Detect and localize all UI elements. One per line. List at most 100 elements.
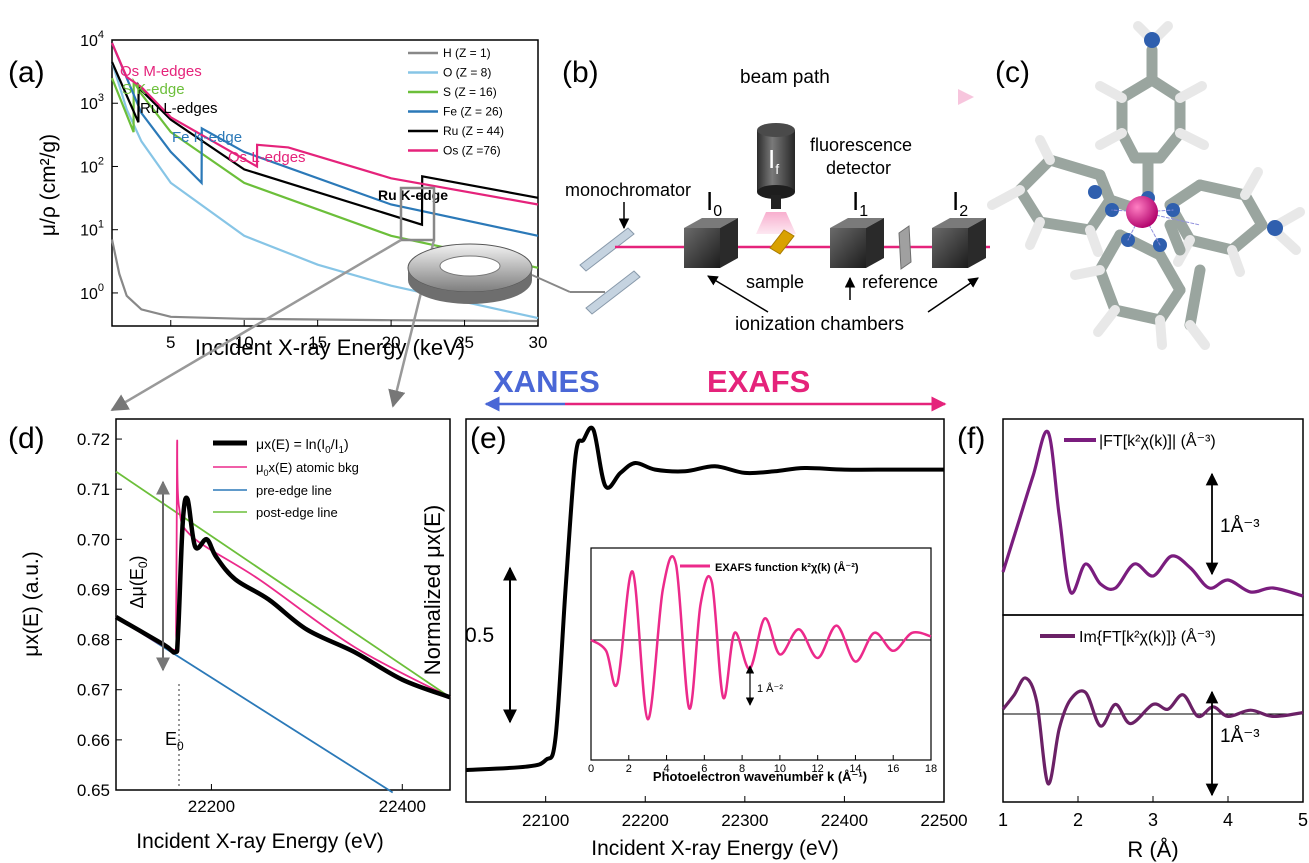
a-ytick-label: 103 [80, 92, 104, 113]
molecule-structure [987, 21, 1305, 350]
inset-xticks: 0 2 4 6 8 10 12 14 16 18 [588, 755, 937, 775]
panel-f-top-legend: |FT[k²χ(k)]| (Å⁻³) [1099, 431, 1216, 450]
panel-d-label: (d) [8, 422, 45, 455]
panel-b: (b) beam path monochromator I0 [407, 56, 990, 335]
a-ytick-label: 101 [80, 219, 104, 240]
panel-e-frame [465, 418, 945, 803]
i1-chamber [830, 218, 884, 268]
inset-xtick-label: 18 [925, 763, 937, 775]
series-fe-z-26 [110, 42, 539, 237]
a-xtick-label: 20 [382, 333, 401, 352]
xanes-exafs-banner: XANES EXAFS [484, 364, 947, 412]
inset-legend: EXAFS function k²χ(k) (Å⁻²) [715, 561, 859, 574]
f-xtick-label: 2 [1073, 810, 1083, 830]
panel-d-frame [115, 418, 451, 791]
panel-d-xticks: 22200 22400 [188, 784, 426, 816]
f-xtick-label: 4 [1223, 810, 1233, 830]
annotation-os-l-edges: Os L-edges [228, 149, 306, 166]
panel-f-top-plot [1001, 429, 1304, 598]
monochromator-label: monochromator [565, 180, 691, 200]
sample-label: sample [746, 272, 804, 292]
panel-a: (a) 5 10 15 20 25 30 100 101 102 103 104 Incident… [8, 29, 547, 360]
panel-f-bottom-plot [1001, 676, 1304, 786]
panel-d-plot [114, 439, 451, 794]
e0-label: E0 [165, 729, 184, 753]
panel-a-legend: H (Z = 1) O (Z = 8) S (Z = 16) Fe (Z = 26) R… [408, 46, 504, 158]
series-s-z-16 [110, 77, 539, 269]
series-inset-exafs [590, 555, 932, 721]
panel-d: (d) 0.65 0.66 0.67 0.68 0.69 0.70 0.71 0.72 222… [8, 418, 451, 853]
ionization-chambers-label: ionization chambers [735, 314, 904, 335]
inset-xtick-label: 6 [701, 763, 707, 775]
legend-mu-x: μx(E) = ln(I0/I1) [256, 436, 349, 456]
a-xtick-label: 30 [529, 333, 548, 352]
e-xtick-label: 22200 [622, 811, 669, 830]
a-xtick-label: 5 [166, 333, 175, 352]
inset-xtick-label: 10 [774, 763, 786, 775]
inset-xtick-label: 14 [849, 763, 861, 775]
a-ytick-label: 100 [80, 282, 104, 303]
i1-label: I1 [852, 186, 868, 220]
ring-beamline [531, 274, 571, 293]
series-h-z-1 [110, 239, 539, 323]
panel-e-xticks: 22100 22200 22300 22400 22500 [522, 796, 968, 830]
d-ytick-label: 0.70 [77, 530, 110, 549]
annotation-s-k-edge: S K-edge [122, 81, 185, 98]
ru-k-edge-zoom-box [399, 186, 436, 242]
i2-chamber [932, 218, 986, 268]
legend-label-s-z-16: S (Z = 16) [443, 85, 497, 99]
panel-e: (e) 22100 22200 22300 22400 22500 Incident X… [420, 418, 968, 860]
d-xtick-label: 22200 [188, 797, 235, 816]
legend-post-edge: post-edge line [256, 505, 338, 520]
a-ytick-label: 102 [80, 155, 104, 176]
series-os-z-76 [110, 42, 539, 206]
e-xtick-label: 22400 [821, 811, 868, 830]
panel-e-scale-label: 0.5 [465, 624, 494, 647]
d-ytick-label: 0.65 [77, 781, 110, 800]
annotation-os-m-edges: Os M-edges [120, 63, 202, 80]
d-ytick-label: 0.71 [77, 480, 110, 499]
panel-f-bottom-legend: Im{FT[k²χ(k)]} (Å⁻³) [1079, 627, 1216, 646]
annotation-ru-k-edge: Ru K-edge [378, 187, 448, 203]
panel-e-ylabel: Normalized μx(E) [420, 505, 445, 675]
delta-mu-label: Δμ(E0) [127, 555, 150, 608]
panel-d-ylabel: μx(E) (a.u.) [20, 551, 43, 656]
panel-c-label: (c) [995, 56, 1030, 89]
series-d-x-e-ln-i0-i1 [114, 495, 451, 700]
series-d-post-edge-line [115, 470, 451, 699]
zoom-connectors [110, 238, 436, 412]
panel-f-xlabel: R (Å) [1127, 837, 1178, 862]
panel-e-plot [465, 425, 944, 772]
panel-d-yticks: 0.65 0.66 0.67 0.68 0.69 0.70 0.71 0.72 [77, 430, 122, 800]
a-xtick-label: 10 [235, 333, 254, 352]
inset-xtick-label: 12 [812, 763, 824, 775]
series-d-0x-e-atomic-bkg [115, 439, 451, 699]
d-xtick-label: 22400 [379, 797, 426, 816]
e-xtick-label: 22500 [920, 811, 967, 830]
d-ytick-label: 0.66 [77, 731, 110, 750]
a-xtick-label: 25 [455, 333, 474, 352]
d-ytick-label: 0.68 [77, 631, 110, 650]
panel-a-plot [110, 42, 539, 323]
detector-label: detector [826, 158, 891, 178]
a-xtick-label: 15 [308, 333, 327, 352]
a-ytick-label: 104 [80, 29, 104, 50]
series-f-imaginary [1001, 676, 1304, 786]
e-xtick-label: 22100 [522, 811, 569, 830]
reference-foil [898, 225, 912, 270]
fluorescence-label: fluorescence [810, 135, 912, 155]
panel-f-label: (f) [957, 422, 985, 455]
panel-f-xticks: 1 2 3 4 5 [998, 796, 1308, 830]
legend-label-ru-z-44: Ru (Z = 44) [443, 124, 504, 138]
series-e-normalized-mu [465, 425, 944, 772]
i0-chamber [684, 218, 738, 268]
os-atom [1126, 196, 1158, 228]
f-xtick-label: 5 [1298, 810, 1308, 830]
inset-xtick-label: 8 [739, 763, 745, 775]
annotation-fe-k-edge: Fe K-edge [172, 129, 242, 146]
synchrotron-ring [407, 243, 533, 304]
inset-xlabel: Photoelectron wavenumber k (Å⁻¹) [653, 769, 867, 784]
legend-label-fe-z-26: Fe (Z = 26) [443, 105, 503, 119]
legend-atomic-bkg: μ0x(E) atomic bkg [256, 460, 359, 478]
series-o-z-8 [110, 61, 539, 320]
